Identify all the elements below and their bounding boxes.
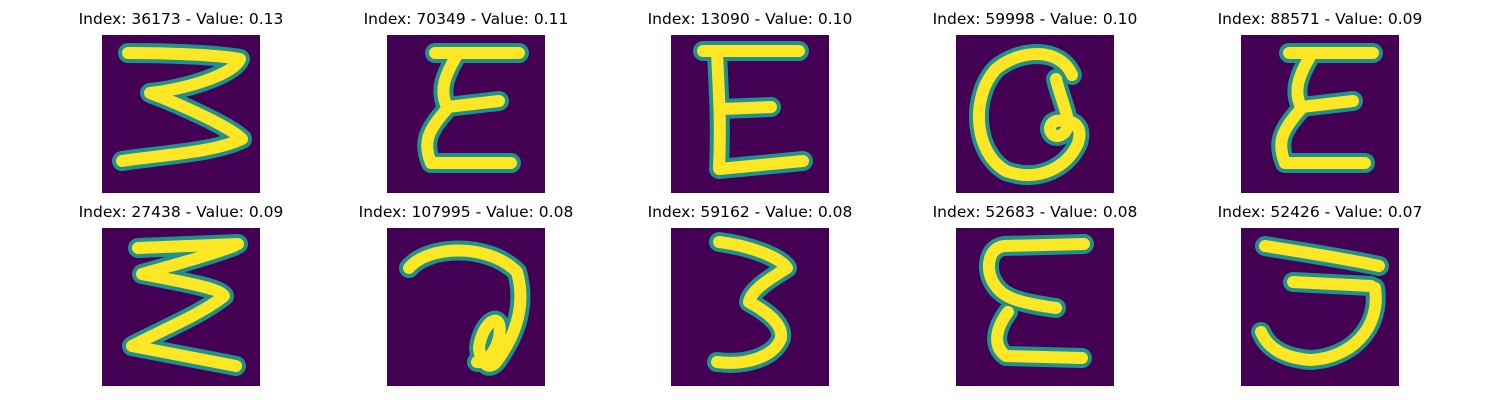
- subplot-title: Index: 52683 - Value: 0.08: [932, 203, 1138, 221]
- digit-image: [671, 228, 829, 386]
- subplot-title: Index: 107995 - Value: 0.08: [358, 203, 574, 221]
- digit-image: [956, 35, 1114, 193]
- digit-image: [1241, 35, 1399, 193]
- glyph-stroke-inner: [982, 238, 1090, 364]
- glyph-stroke-inner: [711, 236, 793, 369]
- subplot-title: Index: 13090 - Value: 0.10: [647, 10, 853, 28]
- digit-image: [102, 228, 260, 386]
- glyph-stroke-inner: [1275, 47, 1379, 169]
- digit-image: [387, 35, 545, 193]
- subplot-title: Index: 88571 - Value: 0.09: [1217, 10, 1423, 28]
- digit-image: [1241, 228, 1399, 386]
- glyph-stroke-inner: [697, 45, 809, 175]
- subplot-title: Index: 59998 - Value: 0.10: [932, 10, 1138, 28]
- subplot-title: Index: 59162 - Value: 0.08: [647, 203, 853, 221]
- subplot-title: Index: 27438 - Value: 0.09: [78, 203, 284, 221]
- digit-image: [102, 35, 260, 193]
- subplot-title: Index: 52426 - Value: 0.07: [1217, 203, 1423, 221]
- digit-image: [671, 35, 829, 193]
- subplot-title: Index: 70349 - Value: 0.11: [363, 10, 569, 28]
- glyph-stroke-inner: [421, 47, 525, 169]
- glyph-stroke-inner: [972, 48, 1086, 181]
- digit-image: [956, 228, 1114, 386]
- glyph-stroke-inner: [116, 47, 248, 167]
- digit-image: [387, 228, 545, 386]
- glyph-stroke-inner: [403, 244, 527, 372]
- glyph-stroke-inner: [1255, 240, 1385, 366]
- subplot-title: Index: 36173 - Value: 0.13: [78, 10, 284, 28]
- glyph-stroke-inner: [126, 238, 244, 372]
